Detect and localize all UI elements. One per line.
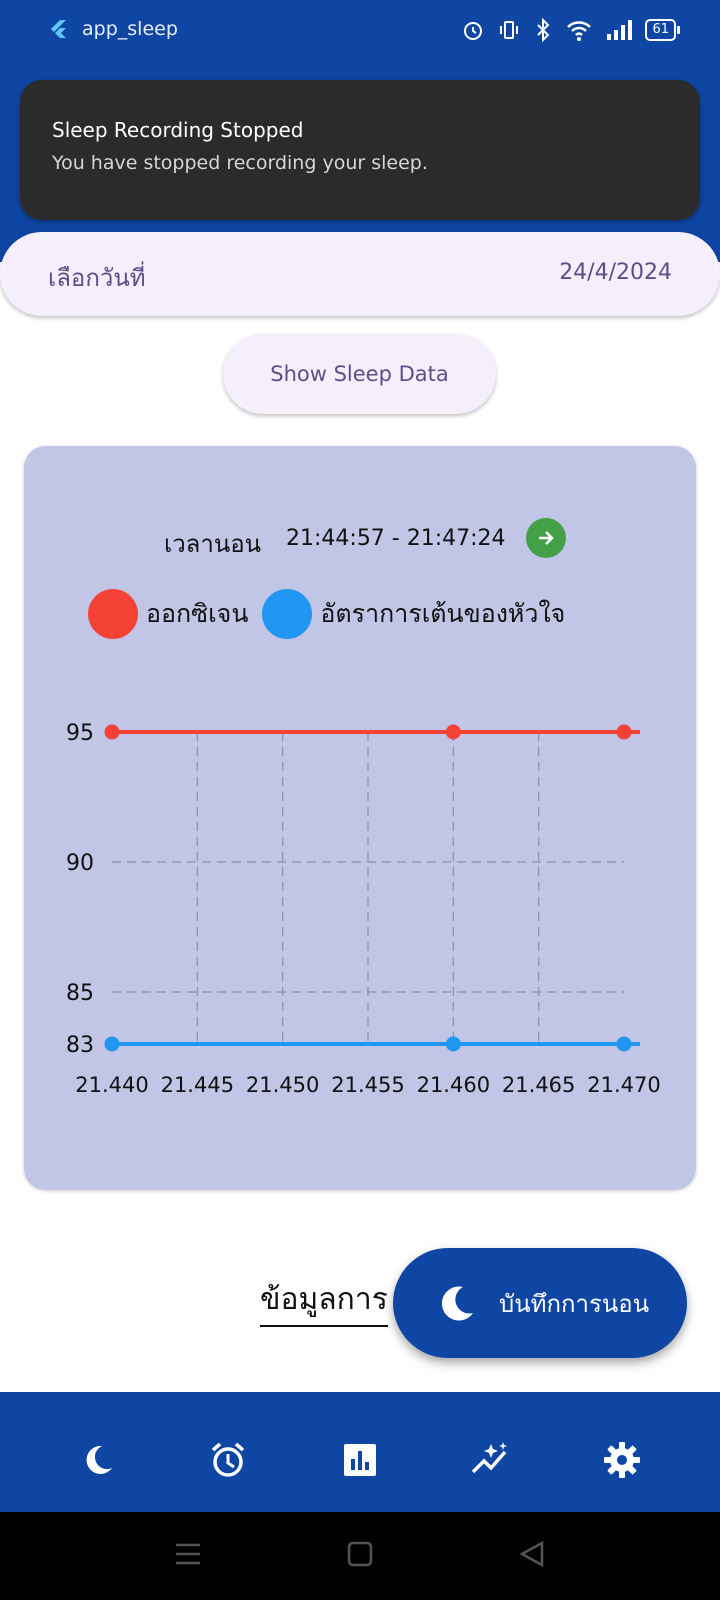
legend-heart-rate-label: อัตราการเต้นของหัวใจ xyxy=(320,599,566,628)
system-navigation-bar xyxy=(0,1512,720,1600)
bluetooth-icon xyxy=(537,18,550,42)
record-sleep-label: บันทึกการนอน xyxy=(499,1290,650,1318)
x-tick-label: 21.465 xyxy=(502,1073,575,1097)
signal-icon xyxy=(607,20,633,40)
date-picker-label: เลือกวันที่ xyxy=(48,264,146,292)
x-tick-label: 21.460 xyxy=(417,1073,490,1097)
x-tick-label: 21.445 xyxy=(161,1073,234,1097)
y-tick-label: 85 xyxy=(66,981,94,1006)
y-tick-label: 90 xyxy=(66,851,94,876)
nav-statistics[interactable] xyxy=(332,1432,388,1488)
x-tick-label: 21.450 xyxy=(246,1073,319,1097)
next-session-button[interactable] xyxy=(526,518,566,558)
y-tick-label: 95 xyxy=(66,721,94,746)
date-picker-value: 24/4/2024 xyxy=(559,260,672,285)
home-icon[interactable] xyxy=(346,1540,374,1568)
session-time-range: 21:44:57 - 21:47:24 xyxy=(286,526,506,551)
sleep-chart-card: เวลานอน 21:44:57 - 21:47:24 ออกซิเจน อัต… xyxy=(24,446,696,1190)
legend-heart-rate-swatch xyxy=(262,589,313,639)
status-bar: app_sleep 61 xyxy=(0,0,720,64)
nav-insights[interactable] xyxy=(462,1432,518,1488)
bottom-navigation xyxy=(0,1392,720,1512)
data-point xyxy=(616,724,632,740)
battery-icon: 61 xyxy=(645,19,680,41)
wifi-icon xyxy=(567,21,592,41)
x-tick-label: 21.455 xyxy=(331,1073,404,1097)
menu-icon[interactable] xyxy=(174,1540,202,1568)
alarm-icon xyxy=(211,1442,245,1477)
y-tick-label: 83 xyxy=(66,1033,94,1058)
back-icon[interactable] xyxy=(518,1540,546,1568)
bar-chart-icon xyxy=(344,1444,376,1476)
sleep-line-chart: 95 90 85 83 21.440 21.445 21.450 21.455 21.460 21… xyxy=(66,721,661,1097)
status-app-name: app_sleep xyxy=(82,18,178,40)
session-label: เวลานอน xyxy=(164,530,262,558)
notification-banner[interactable]: Sleep Recording Stopped You have stopped… xyxy=(20,80,700,220)
arrow-right-icon xyxy=(539,531,554,545)
settings-icon xyxy=(604,1442,640,1478)
status-app: app_sleep xyxy=(48,18,178,40)
nav-settings[interactable] xyxy=(594,1432,650,1488)
data-point xyxy=(616,1036,632,1052)
alarm-status-icon xyxy=(464,22,483,40)
data-point xyxy=(445,1036,461,1052)
moon-icon xyxy=(441,1286,473,1321)
insights-icon xyxy=(471,1442,507,1474)
x-tick-label: 21.470 xyxy=(587,1073,660,1097)
legend-oxygen-label: ออกซิเจน xyxy=(146,599,249,628)
x-tick-label: 21.440 xyxy=(75,1073,148,1097)
legend-oxygen-swatch xyxy=(88,589,138,639)
moon-icon xyxy=(86,1445,112,1474)
show-sleep-data-button[interactable]: Show Sleep Data xyxy=(223,334,496,414)
chart-legend: ออกซิเจน อัตราการเต้นของหัวใจ xyxy=(88,588,579,640)
data-point xyxy=(104,1036,120,1052)
status-icons: 61 xyxy=(461,18,680,42)
nav-sleep[interactable] xyxy=(70,1432,126,1488)
session-time-row: เวลานอน 21:44:57 - 21:47:24 xyxy=(24,518,696,558)
flutter-icon xyxy=(51,20,66,38)
data-point xyxy=(445,724,461,740)
record-sleep-button[interactable]: บันทึกการนอน xyxy=(393,1248,687,1358)
data-point xyxy=(104,724,120,740)
sleep-info-heading: ข้อมูลการ xyxy=(260,1276,388,1327)
notification-title: Sleep Recording Stopped xyxy=(52,118,304,142)
notification-message: You have stopped recording your sleep. xyxy=(52,152,428,174)
vibrate-icon xyxy=(500,21,519,39)
nav-alarm[interactable] xyxy=(200,1432,256,1488)
date-picker[interactable]: เลือกวันที่ 24/4/2024 xyxy=(0,232,720,316)
